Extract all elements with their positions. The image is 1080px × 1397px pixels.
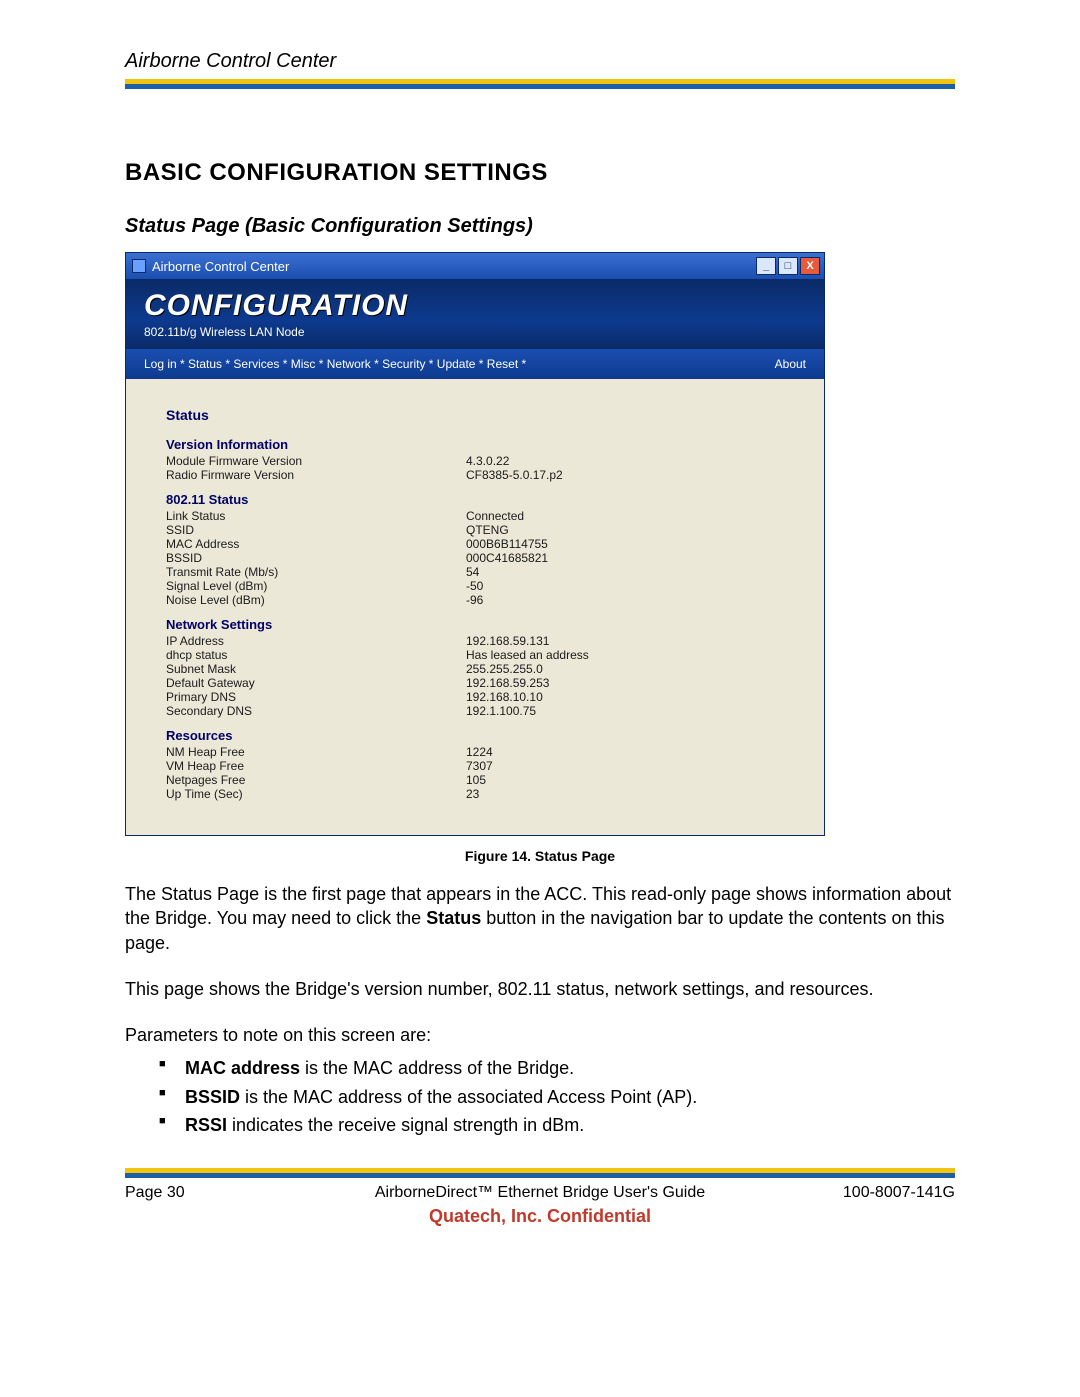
status-value: 000C41685821 xyxy=(466,551,784,565)
status-value: 192.168.59.131 xyxy=(466,634,784,648)
section-title: BASIC CONFIGURATION SETTINGS xyxy=(125,159,955,187)
bullet-item: BSSID is the MAC address of the associat… xyxy=(159,1084,955,1110)
parameter-bullets: MAC address is the MAC address of the Br… xyxy=(159,1055,955,1137)
status-value: CF8385-5.0.17.p2 xyxy=(466,468,784,482)
status-key: Primary DNS xyxy=(166,690,466,704)
status-key: BSSID xyxy=(166,551,466,565)
status-key: IP Address xyxy=(166,634,466,648)
status-value: 000B6B114755 xyxy=(466,537,784,551)
status-row: Module Firmware Version4.3.0.22 xyxy=(166,454,784,468)
status-key: Secondary DNS xyxy=(166,704,466,718)
status-key: Transmit Rate (Mb/s) xyxy=(166,565,466,579)
status-value: 255.255.255.0 xyxy=(466,662,784,676)
window-titlebar: Airborne Control Center _ □ X xyxy=(126,253,824,279)
status-row: Primary DNS192.168.10.10 xyxy=(166,690,784,704)
banner: CONFIGURATION 802.11b/g Wireless LAN Nod… xyxy=(126,279,824,349)
status-key: NM Heap Free xyxy=(166,745,466,759)
status-page-heading: Status xyxy=(166,407,784,423)
status-row: Radio Firmware VersionCF8385-5.0.17.p2 xyxy=(166,468,784,482)
status-value: -96 xyxy=(466,593,784,607)
status-key: Radio Firmware Version xyxy=(166,468,466,482)
document-page: Airborne Control Center BASIC CONFIGURAT… xyxy=(0,0,1080,1257)
status-value: 192.168.10.10 xyxy=(466,690,784,704)
status-body: Status Version Information Module Firmwar… xyxy=(126,379,824,835)
status-key: dhcp status xyxy=(166,648,466,662)
status-value: 7307 xyxy=(466,759,784,773)
status-value: 23 xyxy=(466,787,784,801)
status-row: Transmit Rate (Mb/s)54 xyxy=(166,565,784,579)
status-row: MAC Address000B6B114755 xyxy=(166,537,784,551)
status-row: Noise Level (dBm)-96 xyxy=(166,593,784,607)
status-key: SSID xyxy=(166,523,466,537)
status-row: Subnet Mask255.255.255.0 xyxy=(166,662,784,676)
status-row: Up Time (Sec)23 xyxy=(166,787,784,801)
nav-bar: Log in * Status * Services * Misc * Netw… xyxy=(126,349,824,379)
status-value: 192.1.100.75 xyxy=(466,704,784,718)
minimize-button[interactable]: _ xyxy=(756,257,776,275)
status-value: 1224 xyxy=(466,745,784,759)
status-value: QTENG xyxy=(466,523,784,537)
status-row: SSIDQTENG xyxy=(166,523,784,537)
status-row: IP Address192.168.59.131 xyxy=(166,634,784,648)
status-value: -50 xyxy=(466,579,784,593)
status-row: BSSID000C41685821 xyxy=(166,551,784,565)
status-row: NM Heap Free1224 xyxy=(166,745,784,759)
header-rule-blue xyxy=(125,84,955,89)
status-row: Link StatusConnected xyxy=(166,509,784,523)
status-value: 54 xyxy=(466,565,784,579)
bullet-item: MAC address is the MAC address of the Br… xyxy=(159,1055,955,1081)
status-group-heading: 802.11 Status xyxy=(166,492,784,507)
figure-caption: Figure 14. Status Page xyxy=(125,848,955,864)
status-key: Noise Level (dBm) xyxy=(166,593,466,607)
maximize-button[interactable]: □ xyxy=(778,257,798,275)
bullet-item: RSSI indicates the receive signal streng… xyxy=(159,1112,955,1138)
status-group-heading: Version Information xyxy=(166,437,784,452)
status-key: Default Gateway xyxy=(166,676,466,690)
paragraph-3: Parameters to note on this screen are: xyxy=(125,1023,955,1047)
status-row: Secondary DNS192.1.100.75 xyxy=(166,704,784,718)
status-group-heading: Network Settings xyxy=(166,617,784,632)
status-value: Connected xyxy=(466,509,784,523)
banner-subtitle: 802.11b/g Wireless LAN Node xyxy=(144,325,806,339)
status-row: dhcp statusHas leased an address xyxy=(166,648,784,662)
page-footer: Page 30 AirborneDirect™ Ethernet Bridge … xyxy=(125,1168,955,1227)
status-value: 4.3.0.22 xyxy=(466,454,784,468)
banner-logo: CONFIGURATION xyxy=(144,289,806,323)
status-page-screenshot: Airborne Control Center _ □ X CONFIGURAT… xyxy=(125,252,825,836)
status-key: MAC Address xyxy=(166,537,466,551)
footer-docnum: 100-8007-141G xyxy=(775,1184,955,1202)
footer-confidential: Quatech, Inc. Confidential xyxy=(125,1206,955,1227)
app-icon xyxy=(132,259,146,273)
status-key: Subnet Mask xyxy=(166,662,466,676)
nav-left[interactable]: Log in * Status * Services * Misc * Netw… xyxy=(144,357,775,371)
status-key: Up Time (Sec) xyxy=(166,787,466,801)
status-key: Module Firmware Version xyxy=(166,454,466,468)
status-value: Has leased an address xyxy=(466,648,784,662)
status-key: Netpages Free xyxy=(166,773,466,787)
subsection-title: Status Page (Basic Configuration Setting… xyxy=(125,215,955,238)
status-group-heading: Resources xyxy=(166,728,784,743)
footer-title: AirborneDirect™ Ethernet Bridge User's G… xyxy=(305,1184,775,1202)
status-row: Signal Level (dBm)-50 xyxy=(166,579,784,593)
paragraph-1: The Status Page is the first page that a… xyxy=(125,882,955,955)
status-key: Link Status xyxy=(166,509,466,523)
close-button[interactable]: X xyxy=(800,257,820,275)
status-value: 192.168.59.253 xyxy=(466,676,784,690)
window-title: Airborne Control Center xyxy=(152,259,289,274)
status-row: VM Heap Free7307 xyxy=(166,759,784,773)
status-row: Default Gateway192.168.59.253 xyxy=(166,676,784,690)
status-value: 105 xyxy=(466,773,784,787)
nav-right[interactable]: About xyxy=(775,357,806,371)
status-key: Signal Level (dBm) xyxy=(166,579,466,593)
paragraph-2: This page shows the Bridge's version num… xyxy=(125,977,955,1001)
status-key: VM Heap Free xyxy=(166,759,466,773)
running-header: Airborne Control Center xyxy=(125,50,955,73)
footer-page: Page 30 xyxy=(125,1184,305,1202)
status-row: Netpages Free105 xyxy=(166,773,784,787)
